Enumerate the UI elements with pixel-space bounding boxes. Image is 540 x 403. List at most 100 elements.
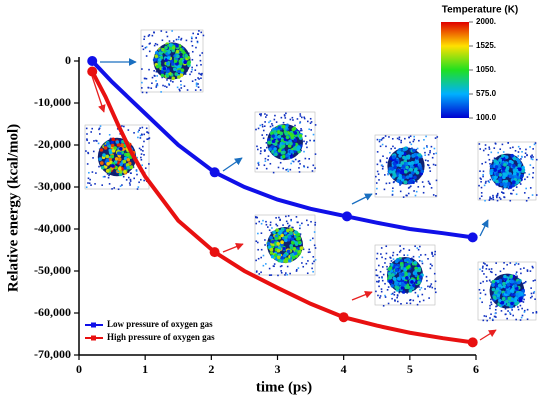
atom: [271, 139, 276, 144]
atom: [285, 141, 289, 146]
atom: [125, 163, 130, 167]
atom: [106, 162, 110, 166]
gas-dot: [402, 196, 405, 198]
gas-dot: [108, 183, 111, 185]
gas-dot: [92, 150, 95, 153]
gas-dot: [274, 114, 276, 117]
atom: [160, 70, 165, 74]
gas-dot: [499, 198, 502, 200]
gas-dot: [141, 45, 144, 47]
gas-dot: [135, 169, 138, 171]
atom: [496, 293, 501, 298]
atom: [396, 168, 401, 173]
gas-dot: [385, 161, 388, 164]
gas-dot: [314, 124, 317, 126]
atom: [110, 143, 115, 148]
gas-dot: [521, 307, 523, 310]
gas-dot: [399, 190, 402, 193]
gas-dot: [384, 282, 386, 285]
gas-dot: [399, 184, 401, 186]
gas-dot: [91, 171, 94, 173]
gas-dot: [133, 132, 135, 134]
atom: [274, 253, 278, 258]
atom: [290, 134, 294, 138]
gas-dot: [383, 188, 386, 191]
gas-dot: [255, 259, 257, 262]
gas-dot: [266, 226, 269, 228]
atom: [400, 272, 405, 277]
gas-dot: [391, 190, 394, 192]
atom: [98, 157, 102, 161]
gas-dot: [384, 135, 387, 137]
atom: [399, 170, 404, 175]
gas-dot: [265, 167, 268, 170]
atom: [514, 302, 519, 306]
gas-dot: [259, 124, 262, 127]
gas-dot: [522, 282, 525, 285]
data-point: [338, 312, 349, 323]
gas-dot: [493, 147, 496, 149]
gas-dot: [501, 143, 504, 146]
gas-dot: [98, 127, 101, 130]
gas-dot: [142, 48, 145, 51]
atom: [293, 138, 298, 142]
gas-dot: [384, 294, 386, 297]
gas-dot: [490, 313, 492, 316]
gas-dot: [192, 32, 194, 35]
gas-dot: [155, 84, 158, 87]
gas-dot: [532, 176, 534, 179]
gas-dot: [398, 136, 401, 139]
atom: [517, 280, 521, 285]
gas-dot: [141, 134, 143, 136]
data-point: [87, 66, 98, 77]
gas-dot: [419, 288, 421, 291]
gas-dot: [176, 86, 179, 89]
gas-dot: [166, 79, 168, 81]
gas-dot: [434, 291, 437, 294]
gas-dot: [435, 195, 437, 197]
atom: [398, 180, 403, 185]
gas-dot: [482, 319, 485, 322]
atom: [502, 175, 506, 180]
gas-dot: [151, 34, 154, 37]
gas-dot: [427, 153, 430, 156]
gas-dot: [298, 160, 301, 162]
atom: [274, 152, 278, 157]
atom: [270, 239, 275, 244]
atom: [408, 167, 413, 172]
gas-dot: [380, 139, 383, 141]
gas-dot: [507, 310, 509, 312]
gas-dot: [125, 179, 128, 181]
gas-dot: [421, 260, 423, 263]
atom: [122, 159, 127, 164]
gas-dot: [487, 180, 490, 182]
gas-dot: [314, 224, 316, 226]
atom: [500, 300, 505, 305]
gas-dot: [425, 135, 427, 138]
gas-dot: [434, 137, 437, 139]
gas-dot: [147, 132, 150, 134]
gas-dot: [379, 160, 382, 163]
gas-dot: [268, 267, 271, 270]
atom: [178, 59, 183, 64]
gas-dot: [434, 253, 436, 256]
gas-dot: [490, 303, 493, 306]
atom: [509, 282, 514, 287]
atom: [491, 279, 496, 284]
gas-dot: [376, 151, 379, 153]
atom: [513, 283, 518, 288]
gas-dot: [137, 136, 139, 139]
gas-dot: [164, 85, 166, 88]
gas-dot: [92, 157, 94, 159]
gas-dot: [502, 151, 505, 153]
gas-dot: [379, 296, 381, 299]
gas-dot: [311, 267, 313, 270]
atom: [111, 148, 116, 153]
atom: [289, 245, 294, 250]
atom: [405, 276, 409, 280]
gas-dot: [141, 126, 144, 129]
gas-dot: [378, 179, 380, 181]
gas-dot: [422, 299, 425, 302]
gas-dot: [377, 281, 380, 283]
atom: [413, 175, 417, 180]
